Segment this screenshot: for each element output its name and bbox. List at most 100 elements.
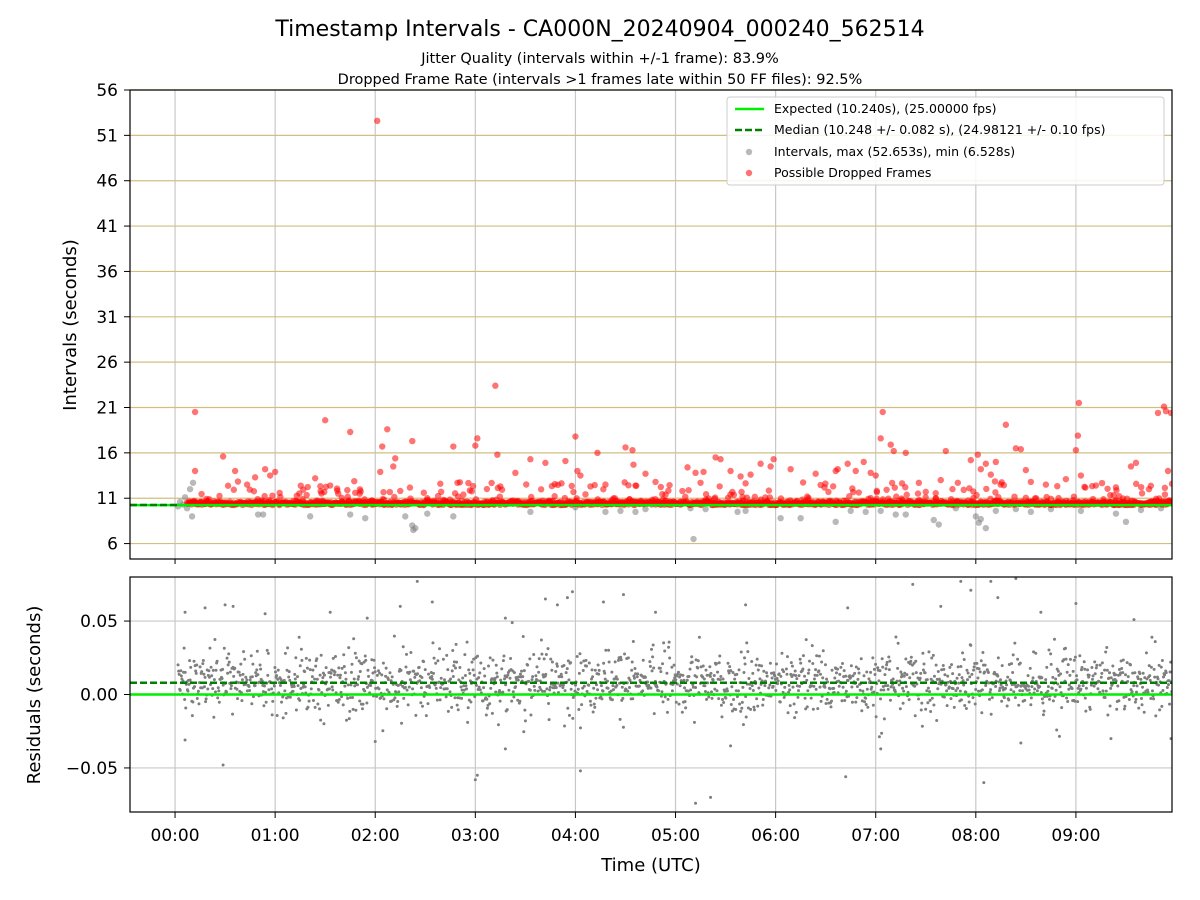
residual-point bbox=[908, 676, 912, 680]
residual-point bbox=[303, 685, 307, 689]
residual-point bbox=[243, 657, 247, 661]
dropped-frame-point bbox=[846, 493, 853, 500]
residual-point bbox=[648, 660, 652, 664]
dropped-frame-point bbox=[767, 463, 774, 470]
dropped-frame-point bbox=[345, 497, 352, 504]
dropped-frame-point bbox=[825, 488, 832, 496]
dropped-frame-point bbox=[454, 493, 462, 500]
residual-point bbox=[420, 704, 424, 708]
residual-point bbox=[241, 672, 245, 676]
residual-point bbox=[932, 674, 936, 678]
intervals-y-tick-label: 21 bbox=[96, 399, 118, 419]
residual-point bbox=[950, 663, 954, 667]
residual-point bbox=[451, 649, 455, 653]
residual-point bbox=[661, 662, 665, 666]
residual-point bbox=[460, 696, 464, 700]
dropped-frame-point bbox=[1164, 467, 1172, 475]
residual-point bbox=[1092, 684, 1096, 688]
dropped-frame-point bbox=[300, 486, 307, 493]
residual-point bbox=[889, 685, 893, 689]
dropped-frame-point bbox=[833, 497, 840, 504]
residual-point bbox=[1087, 673, 1091, 677]
residual-point bbox=[793, 669, 797, 673]
residual-point bbox=[511, 690, 515, 694]
residual-point bbox=[579, 661, 583, 665]
residual-point bbox=[186, 689, 190, 693]
intervals-y-tick-label: 16 bbox=[96, 444, 118, 464]
dropped-frame-point bbox=[938, 497, 945, 505]
dropped-frame-point bbox=[711, 495, 718, 502]
residual-point bbox=[182, 646, 186, 650]
residual-point bbox=[651, 655, 655, 659]
residual-point bbox=[212, 715, 216, 719]
interval-point bbox=[935, 521, 942, 528]
residual-point bbox=[381, 729, 385, 733]
interval-point bbox=[1122, 518, 1130, 526]
dropped-frame-point bbox=[700, 468, 707, 476]
residual-point bbox=[775, 676, 779, 680]
residual-point bbox=[713, 687, 717, 691]
residual-point bbox=[543, 597, 547, 601]
dropped-frame-point bbox=[558, 480, 565, 487]
residual-point bbox=[821, 649, 825, 653]
residual-point bbox=[643, 675, 647, 679]
residual-point bbox=[293, 672, 297, 676]
residual-point bbox=[917, 697, 921, 701]
residual-point bbox=[345, 718, 349, 722]
residual-point bbox=[337, 697, 341, 701]
dropped-frame-point bbox=[1072, 446, 1080, 454]
residual-point bbox=[787, 683, 791, 687]
residual-point bbox=[630, 660, 634, 664]
residual-point bbox=[768, 683, 772, 687]
interval-point bbox=[690, 535, 697, 543]
residual-point bbox=[231, 712, 235, 716]
dropped-frame-point bbox=[546, 497, 554, 505]
residual-point bbox=[408, 678, 412, 682]
residual-point bbox=[806, 689, 810, 693]
residual-point bbox=[924, 707, 928, 711]
residual-point bbox=[1098, 663, 1102, 667]
residual-point bbox=[499, 678, 503, 682]
residual-point bbox=[817, 654, 821, 658]
residual-point bbox=[1126, 675, 1130, 679]
residual-point bbox=[1084, 686, 1088, 690]
residual-point bbox=[636, 672, 640, 676]
residual-point bbox=[820, 660, 824, 664]
residual-point bbox=[709, 795, 713, 799]
dropped-frame-point bbox=[793, 497, 801, 505]
residual-point bbox=[887, 655, 891, 659]
residual-point bbox=[696, 659, 700, 663]
residual-point bbox=[855, 685, 859, 689]
residual-point bbox=[1090, 677, 1094, 681]
dropped-frame-point bbox=[873, 487, 880, 495]
residual-point bbox=[271, 699, 275, 703]
residual-point bbox=[248, 678, 252, 682]
dropped-frame-point bbox=[430, 497, 438, 505]
dropped-frame-point bbox=[991, 478, 999, 485]
residual-point bbox=[650, 647, 654, 651]
residual-point bbox=[817, 669, 821, 673]
residual-point bbox=[941, 664, 945, 668]
residual-point bbox=[201, 662, 205, 666]
residual-point bbox=[707, 695, 711, 699]
residual-point bbox=[872, 667, 876, 671]
residual-point bbox=[561, 686, 565, 690]
residual-point bbox=[432, 656, 436, 660]
residual-point bbox=[337, 666, 341, 670]
residual-point bbox=[667, 645, 671, 649]
residual-point bbox=[506, 673, 510, 677]
residual-point bbox=[307, 699, 311, 703]
residual-point bbox=[1144, 651, 1148, 655]
dropped-frame-point bbox=[949, 485, 956, 493]
residual-point bbox=[534, 674, 538, 678]
residual-point bbox=[313, 705, 317, 709]
residual-point bbox=[1152, 667, 1156, 671]
residual-point bbox=[305, 666, 309, 670]
residual-point bbox=[329, 671, 333, 675]
residual-point bbox=[1013, 696, 1017, 700]
dropped-frame-point bbox=[1112, 484, 1120, 491]
residual-point bbox=[593, 668, 597, 672]
residual-point bbox=[959, 579, 963, 583]
residual-point bbox=[1076, 686, 1080, 690]
residual-point bbox=[232, 674, 236, 678]
